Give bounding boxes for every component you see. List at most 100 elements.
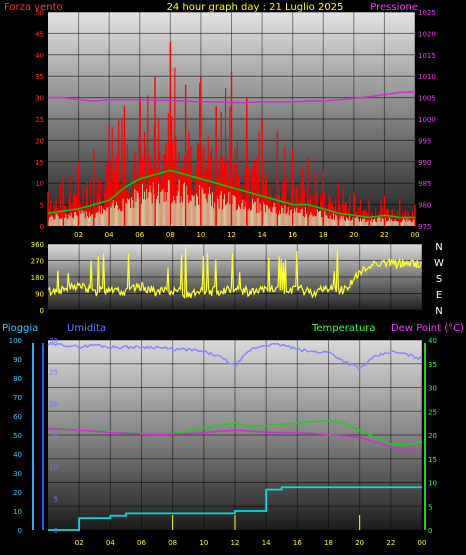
direction-ytick-label: 0	[40, 307, 44, 315]
climate-xtick-label: 08	[168, 539, 177, 547]
climate-xtick-label: 00	[418, 539, 427, 547]
wind-average-line	[47, 169, 415, 219]
wind-xtick-label: 16	[288, 231, 297, 239]
rain-ytick-label: 80	[13, 375, 22, 383]
pressure-ytick-label: 1020	[418, 30, 436, 38]
wind-axis-label: Forza vento	[4, 2, 63, 13]
rain-ytick-label: 70	[13, 394, 22, 402]
dewpoint-axis-label: Dew Point (°C)	[391, 323, 464, 334]
wind-xtick-label: 18	[319, 231, 328, 239]
direction-grid	[48, 243, 423, 311]
climate-xtick-label: 20	[355, 539, 364, 547]
temperature-ytick-label: 10	[428, 480, 437, 488]
rain-ytick-label: 90	[13, 356, 22, 364]
wind-xtick-label: 08	[166, 231, 175, 239]
humidity-ytick-label: 0	[54, 527, 58, 535]
rain-axis-label: Pioggia	[2, 323, 38, 334]
humidity-ytick-label: 30	[49, 337, 58, 345]
compass-n-top: N	[435, 242, 442, 253]
wind-xtick-label: 14	[258, 231, 267, 239]
humidity-ytick-label: 25	[49, 369, 58, 377]
wind-ytick-label: 45	[35, 30, 44, 38]
humidity-ytick-label: 15	[49, 432, 58, 440]
climate-series	[47, 342, 423, 531]
direction-ytick-label: 270	[31, 258, 44, 266]
pressure-ytick-label: 1025	[418, 9, 436, 17]
humidity-line	[47, 342, 423, 370]
climate-xtick-label: 04	[106, 539, 115, 547]
rain-ytick-label: 60	[13, 413, 22, 421]
wind-ytick-label: 15	[35, 159, 44, 167]
wind-xtick-label: 04	[105, 231, 114, 239]
wind-xtick-label: 10	[196, 231, 205, 239]
pressure-ytick-label: 995	[418, 137, 431, 145]
direction-ytick-label: 360	[31, 241, 44, 249]
compass-s: S	[436, 274, 442, 285]
rain-ytick-label: 100	[9, 337, 22, 345]
wind-ytick-label: 5	[40, 202, 44, 210]
pressure-ytick-label: 1010	[418, 73, 436, 81]
compass-w: W	[434, 258, 444, 269]
wind-xtick-label: 20	[349, 231, 358, 239]
temperature-ytick-label: 30	[428, 385, 437, 393]
wind-xtick-label: 06	[135, 231, 144, 239]
pressure-ytick-label: 990	[418, 159, 431, 167]
rain-ytick-label: 30	[13, 470, 22, 478]
pressure-axis-label: Pressione	[370, 2, 418, 13]
chart-title: 24 hour graph day : 21 Luglio 2025	[167, 2, 344, 13]
humidity-ytick-label: 10	[49, 464, 58, 472]
humidity-axis-label: Umidita	[67, 323, 106, 334]
direction-ytick-label: 180	[31, 274, 44, 282]
rain-ytick-label: 0	[18, 527, 22, 535]
pressure-ytick-label: 1005	[418, 95, 436, 103]
wind-ytick-label: 20	[35, 137, 44, 145]
climate-xtick-label: 18	[324, 539, 333, 547]
climate-xtick-label: 02	[75, 539, 84, 547]
climate-xtick-label: 10	[199, 539, 208, 547]
wind-ytick-label: 50	[35, 9, 44, 17]
temperature-ytick-label: 5	[428, 503, 432, 511]
climate-xtick-label: 06	[137, 539, 146, 547]
temperature-ytick-label: 20	[428, 432, 437, 440]
humidity-ytick-label: 5	[54, 495, 58, 503]
pressure-ytick-label: 1015	[418, 52, 436, 60]
wind-ytick-label: 10	[35, 180, 44, 188]
pressure-ytick-label: 985	[418, 180, 431, 188]
temperature-ytick-label: 0	[428, 527, 432, 535]
temperature-axis-label: Temperatura	[311, 323, 376, 334]
direction-line	[48, 247, 423, 300]
temperature-ytick-label: 40	[428, 337, 437, 345]
direction-ytick-label: 90	[35, 291, 44, 299]
temperature-line	[47, 419, 423, 446]
wind-series	[47, 41, 416, 226]
rain-ytick-label: 10	[13, 508, 22, 516]
humidity-ytick-label: 20	[49, 400, 58, 408]
climate-xtick-label: 12	[231, 539, 240, 547]
rain-ytick-label: 20	[13, 489, 22, 497]
compass-n-bottom: N	[435, 306, 442, 317]
temperature-ytick-label: 25	[428, 408, 437, 416]
rain-line	[48, 486, 422, 531]
pressure-ytick-label: 1000	[418, 116, 436, 124]
dew-point-line	[47, 428, 423, 453]
pressure-ytick-label: 975	[418, 223, 431, 231]
wind-xtick-label: 12	[227, 231, 236, 239]
temperature-ytick-label: 15	[428, 456, 437, 464]
wind-xtick-label: 00	[411, 231, 420, 239]
wind-ytick-label: 30	[35, 95, 44, 103]
pressure-ytick-label: 980	[418, 202, 431, 210]
climate-xtick-label: 22	[386, 539, 395, 547]
wind-xtick-label: 02	[74, 231, 83, 239]
direction-series	[48, 247, 423, 300]
climate-xtick-label: 16	[293, 539, 302, 547]
wind-ytick-label: 40	[35, 52, 44, 60]
wind-ytick-label: 35	[35, 73, 44, 81]
rain-ytick-label: 50	[13, 432, 22, 440]
compass-e: E	[436, 290, 442, 301]
wind-ytick-label: 25	[35, 116, 44, 124]
climate-xtick-label: 14	[262, 539, 271, 547]
wind-ytick-label: 0	[40, 223, 44, 231]
rain-ytick-label: 40	[13, 451, 22, 459]
